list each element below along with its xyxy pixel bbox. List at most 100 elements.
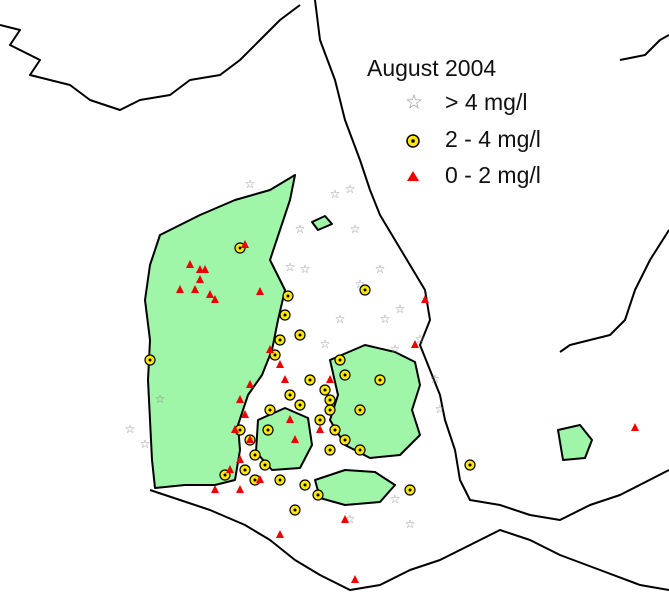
german-coast [149,489,669,591]
station-star: ☆ [245,177,256,191]
legend-symbol-dot [411,139,415,143]
east-coast [619,34,669,61]
zealand [329,344,421,459]
station-dot [378,378,382,382]
station-triangle [256,287,264,295]
station-dot [303,483,307,487]
station-triangle [211,295,219,303]
station-triangle [276,530,284,538]
norway-coast [0,4,301,111]
legend-title: August 2004 [367,55,496,81]
station-dot [293,508,297,512]
station-star: ☆ [125,422,136,436]
sweden-coast [314,0,669,521]
station-triangle [236,485,244,493]
laeso [311,215,333,231]
legend-label: 0 - 2 mg/l [445,162,541,188]
station-star: ☆ [395,302,406,316]
station-triangle [276,360,284,368]
station-dot [363,288,367,292]
station-triangle [246,435,254,443]
bornholm [557,424,593,461]
station-dot [338,358,342,362]
station-dot [266,428,270,432]
station-dot [263,463,267,467]
station-dot [298,403,302,407]
station-triangle [256,475,264,483]
station-star: ☆ [140,437,151,451]
station-star: ☆ [390,492,401,506]
station-dot [288,393,292,397]
station-triangle [231,425,239,433]
legend-label: > 4 mg/l [445,89,527,115]
station-dot [308,378,312,382]
station-dot [318,418,322,422]
station-dot [316,493,320,497]
station-dot [243,468,247,472]
station-star: ☆ [285,260,296,274]
station-triangle [186,260,194,268]
station-triangle [316,425,324,433]
station-dot [328,398,332,402]
station-star: ☆ [155,392,166,406]
station-triangle [281,375,289,383]
station-triangle [291,435,299,443]
station-dot [268,408,272,412]
station-triangle [411,340,419,348]
station-triangle [236,455,244,463]
station-star: ☆ [390,342,401,356]
station-dot [358,408,362,412]
station-star: ☆ [435,402,446,416]
station-triangle [226,465,234,473]
station-star: ☆ [320,337,331,351]
station-star: ☆ [335,312,346,326]
station-dot [238,246,242,250]
station-star: ☆ [330,187,341,201]
station-dot [328,448,332,452]
station-triangle [191,285,199,293]
station-dot [223,473,227,477]
station-dot [278,478,282,482]
station-triangle [206,290,214,298]
station-dot [298,333,302,337]
station-star: ☆ [295,222,306,236]
station-dot [253,453,257,457]
station-triangle [286,415,294,423]
station-star: ☆ [300,262,311,276]
station-star: ☆ [415,332,426,346]
station-triangle [211,485,219,493]
station-star: ☆ [380,312,391,326]
station-dot [253,478,257,482]
station-star: ☆ [345,512,356,526]
station-dot [238,428,242,432]
station-dot [408,488,412,492]
station-dot [333,428,337,432]
station-triangle [351,575,359,583]
legend-label: 2 - 4 mg/l [445,126,541,152]
station-star: ☆ [345,182,356,196]
station-triangle [241,410,249,418]
station-dot [283,313,287,317]
station-dot [278,338,282,342]
station-dot [468,463,472,467]
station-dot [286,294,290,298]
markers: ☆ ☆ ☆ ☆ ☆ ☆ ☆ ☆ ☆ ☆ ☆ ☆ ☆ ☆ ☆ ☆ ☆ ☆ ☆ ☆ ☆ ☆ ☆ [125,177,639,583]
station-dot [358,448,362,452]
station-dot [328,408,332,412]
station-dot [148,358,152,362]
station-triangle [421,295,429,303]
jutland [144,174,296,489]
station-star: ☆ [355,277,366,291]
station-star: ☆ [405,517,416,531]
station-dot [343,373,347,377]
station-triangle [236,395,244,403]
sweden-east-coast [559,229,669,353]
station-triangle [196,275,204,283]
station-triangle [176,285,184,293]
station-triangle [241,240,249,248]
station-dot [273,353,277,357]
station-triangle [246,380,254,388]
station-triangle [266,345,274,353]
station-star: ☆ [350,222,361,236]
